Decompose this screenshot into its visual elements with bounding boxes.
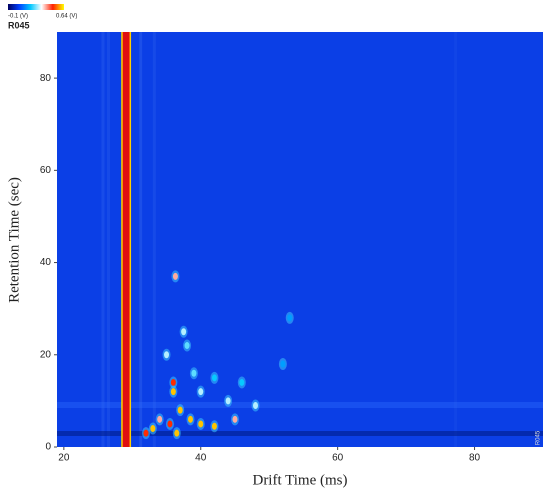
peak [287, 314, 293, 322]
y-tick-label: 80 [40, 73, 52, 84]
y-tick-label: 0 [45, 442, 51, 453]
peak [187, 415, 193, 423]
peak [170, 378, 176, 386]
peak [164, 351, 170, 359]
peak [211, 422, 217, 430]
y-tick-label: 60 [40, 165, 52, 176]
streak [454, 32, 458, 447]
rip [122, 32, 130, 447]
y-tick-label: 20 [40, 349, 52, 360]
side-label: R045 [536, 430, 542, 445]
peak [170, 388, 176, 396]
streak [101, 32, 105, 447]
band [57, 402, 543, 408]
peak [150, 425, 156, 433]
peak [157, 415, 163, 423]
sample-label: R045 [8, 20, 30, 30]
peak [174, 429, 180, 437]
peak [225, 397, 231, 405]
streak [139, 32, 143, 447]
peak [143, 429, 149, 437]
band [57, 431, 543, 436]
peak [198, 420, 204, 428]
peak [167, 420, 173, 428]
peak [172, 272, 178, 280]
y-axis-title: Retention Time (sec) [6, 177, 22, 303]
x-tick-label: 60 [332, 453, 344, 464]
peak [253, 402, 259, 409]
peak [191, 369, 197, 377]
peak [280, 360, 286, 368]
colorbar-min-label: -0.1 (V) [8, 14, 28, 20]
x-tick-label: 40 [195, 453, 207, 464]
peak [177, 406, 183, 414]
colorbar-max-label: 0.64 (V) [56, 14, 77, 20]
peak [181, 328, 187, 336]
heatmap-background [57, 32, 543, 447]
streak [106, 32, 110, 447]
x-tick-label: 20 [58, 453, 70, 464]
colorbar [8, 4, 64, 10]
peak [211, 374, 217, 382]
peak [198, 388, 204, 396]
peak [232, 415, 238, 423]
x-tick-label: 80 [469, 453, 481, 464]
peak [239, 378, 245, 386]
streak [152, 32, 156, 447]
y-tick-label: 40 [40, 257, 52, 268]
peak [184, 342, 190, 350]
x-axis-title: Drift Time (ms) [252, 472, 347, 488]
